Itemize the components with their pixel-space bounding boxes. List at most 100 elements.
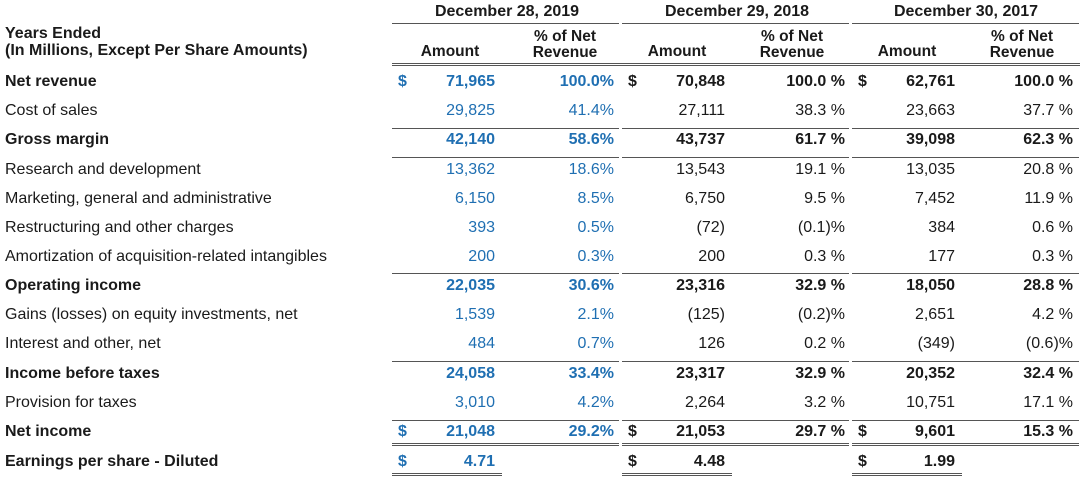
cell-a2017: 2,651 [914,306,955,323]
cell-a2019: 200 [468,248,495,265]
cell-p2017: (0.6)% [1025,335,1073,352]
cell-a2017: 9,601 [914,423,955,440]
cell-a2019: 13,362 [446,161,495,178]
cell-a2017: 39,098 [906,131,955,148]
cell-p2017: 11.9 % [1024,190,1073,207]
period-rule-2017 [852,23,1079,24]
dollar-sign: $ [628,73,637,90]
period-rule-2019 [392,23,619,24]
cell-a2019: 4.71 [463,453,495,470]
row-label: Net income [5,423,92,440]
cell-p2017: 37.7 % [1023,102,1073,119]
pct-header-2019-line1: % of Net [534,28,596,45]
pct-header-2018-line1: % of Net [761,28,823,45]
total-double-rule [392,443,619,446]
cell-a2017: 18,050 [906,277,955,294]
subtotal-rule [622,128,849,129]
cell-p2018: 3.2 % [804,394,845,411]
cell-a2018: 23,317 [676,365,725,382]
cell-a2018: (125) [687,306,725,323]
subtotal-rule [622,273,849,274]
header-rule [392,63,1080,66]
cell-p2018: 0.2 % [804,335,845,352]
cell-p2018: 32.9 % [795,365,845,382]
cell-a2018: 23,316 [676,277,725,294]
cell-a2019: 71,965 [446,73,495,90]
row-label: Interest and other, net [5,335,161,352]
cell-p2019: 8.5% [577,190,614,207]
cell-a2019: 42,140 [446,131,495,148]
cell-a2019: 1,539 [454,306,495,323]
header-label-line2: (In Millions, Except Per Share Amounts) [5,42,308,59]
cell-p2019: 41.4% [568,102,614,119]
cell-p2018: 32.9 % [795,277,845,294]
row-label: Provision for taxes [5,394,137,411]
eps-double-rule [852,473,962,476]
row-label: Income before taxes [5,365,160,382]
cell-p2019: 33.4% [568,365,614,382]
cell-a2018: 4.48 [693,453,725,470]
cell-a2018: 126 [698,335,725,352]
cell-p2019: 18.6% [568,161,614,178]
cell-a2017: 7,452 [914,190,955,207]
subtotal-rule [392,420,619,421]
cell-a2017: 10,751 [906,394,955,411]
cell-p2018: 61.7 % [795,131,845,148]
subtotal-rule [852,420,1079,421]
pct-header-2017-line2: Revenue [989,44,1055,61]
cell-a2019: 3,010 [454,394,495,411]
cell-a2017: 384 [928,219,955,236]
cell-a2019: 24,058 [446,365,495,382]
subtotal-rule [392,273,619,274]
subtotal-rule [852,361,1079,362]
dollar-sign: $ [398,423,407,440]
cell-p2018: (0.2)% [797,306,845,323]
cell-p2019: 30.6% [568,277,614,294]
cell-a2019: 21,048 [446,423,495,440]
cell-p2018: 0.3 % [804,248,845,265]
header-label-line1: Years Ended [5,25,102,42]
cell-a2018: 13,543 [676,161,725,178]
cell-p2019: 29.2% [568,423,614,440]
cell-p2017: 28.8 % [1023,277,1073,294]
cell-a2018: 70,848 [676,73,725,90]
row-label: Amortization of acquisition-related inta… [5,248,327,265]
subtotal-rule [392,128,619,129]
cell-a2019: 393 [468,219,495,236]
cell-p2017: 17.1 % [1023,394,1073,411]
dollar-sign: $ [628,423,637,440]
total-double-rule [852,443,1079,446]
cell-a2018: (72) [696,219,725,236]
row-label: Cost of sales [5,102,98,119]
cell-a2019: 484 [468,335,495,352]
cell-p2018: 100.0 % [786,73,845,90]
subtotal-rule [622,420,849,421]
subtotal-rule [622,157,849,158]
pct-header-2019-line2: Revenue [532,44,598,61]
row-label: Earnings per share - Diluted [5,453,219,470]
dollar-sign: $ [858,423,867,440]
cell-a2018: 27,111 [678,102,725,119]
dollar-sign: $ [398,453,407,470]
cell-a2019: 22,035 [446,277,495,294]
cell-p2017: 32.4 % [1023,365,1073,382]
pct-header-2017-line1: % of Net [991,28,1053,45]
cell-a2019: 29,825 [446,102,495,119]
eps-double-rule [622,473,732,476]
pct-header-2018-line2: Revenue [759,44,825,61]
cell-a2018: 43,737 [676,131,725,148]
subtotal-rule [852,157,1079,158]
cell-p2018: 38.3 % [795,102,845,119]
amount-header-2017: Amount [877,43,937,60]
cell-a2017: 177 [928,248,955,265]
period-2017: December 30, 2017 [893,3,1039,20]
amount-header-2018: Amount [647,43,707,60]
cell-p2019: 0.7% [577,335,614,352]
row-label: Net revenue [5,73,97,90]
cell-p2019: 58.6% [568,131,614,148]
dollar-sign: $ [398,73,407,90]
row-label: Marketing, general and administrative [5,190,272,207]
row-label: Gross margin [5,131,110,148]
cell-p2017: 100.0 % [1014,73,1073,90]
